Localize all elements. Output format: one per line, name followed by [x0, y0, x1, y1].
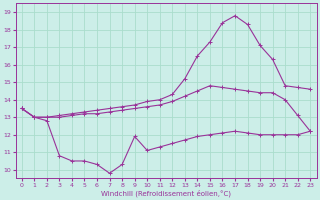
X-axis label: Windchill (Refroidissement éolien,°C): Windchill (Refroidissement éolien,°C) [101, 189, 231, 197]
